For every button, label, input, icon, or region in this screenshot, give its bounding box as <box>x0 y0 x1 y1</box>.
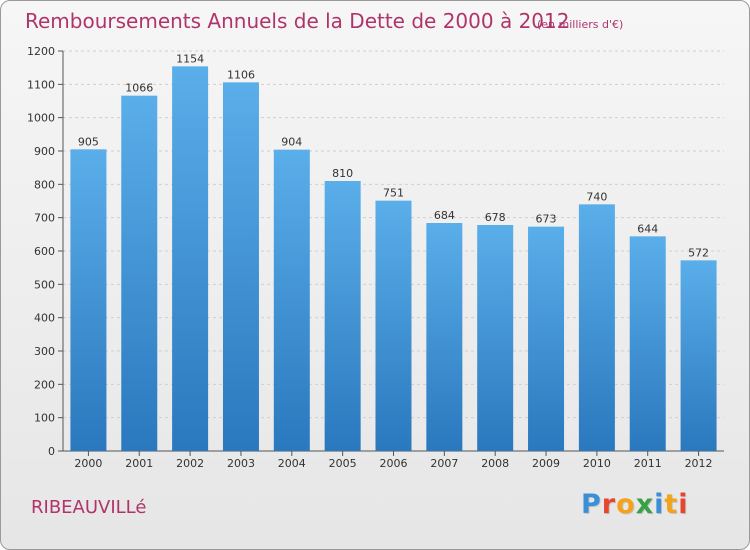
bar-2008 <box>477 225 514 451</box>
data-label-2008: 678 <box>485 211 506 224</box>
data-labels: 905 1066 1154 1106 904 810 751 684 678 673 740 644 5… <box>78 52 709 259</box>
data-label-2010: 740 <box>586 190 607 203</box>
x-tick-label-2004: 2004 <box>278 457 306 470</box>
x-tick-label-2008: 2008 <box>481 457 509 470</box>
x-tick-label-2006: 2006 <box>380 457 408 470</box>
unit-note: (en milliers d'€) <box>537 18 624 31</box>
data-label-2000: 905 <box>78 135 99 148</box>
logo-letter: t <box>664 489 679 520</box>
y-tick-label: 100 <box>34 412 55 425</box>
bar-2003 <box>222 82 259 451</box>
data-label-2003: 1106 <box>227 68 255 81</box>
axes: 0 100 200 300 400 500 600 700 800 900 1000 1100 1200… <box>27 45 724 470</box>
x-tick-label-2002: 2002 <box>176 457 204 470</box>
data-label-2004: 904 <box>281 136 302 149</box>
data-label-2011: 644 <box>637 222 658 235</box>
chart-title: Remboursements Annuels de la Dette de 20… <box>25 9 570 33</box>
bar-2010 <box>578 204 615 451</box>
data-label-2001: 1066 <box>125 82 153 95</box>
bar-2001 <box>121 95 158 452</box>
y-tick-label: 1000 <box>27 112 55 125</box>
bar-2002 <box>172 66 209 451</box>
bar-2006 <box>375 200 412 451</box>
y-tick-label: 300 <box>34 345 55 358</box>
bar-2012 <box>680 260 717 451</box>
logo-letter: x <box>635 489 655 520</box>
proxiti-logo: Proxiti <box>581 489 689 520</box>
x-tick-label-2012: 2012 <box>685 457 713 470</box>
x-tick-label-2005: 2005 <box>329 457 357 470</box>
bar-2000 <box>70 149 107 452</box>
x-tick-label-2000: 2000 <box>74 457 102 470</box>
data-label-2007: 684 <box>434 209 455 222</box>
logo-letter: P <box>581 489 602 520</box>
y-tick-label: 0 <box>48 445 55 458</box>
data-label-2006: 751 <box>383 187 404 200</box>
commune-name: RIBEAUVILLé <box>31 497 147 518</box>
bar-2009 <box>528 226 565 451</box>
y-tick-label: 200 <box>34 378 55 391</box>
y-tick-label: 500 <box>34 278 55 291</box>
y-tick-label: 800 <box>34 178 55 191</box>
logo-letter: o <box>616 489 636 520</box>
logo-letter: i <box>678 489 689 520</box>
x-tick-label-2003: 2003 <box>227 457 255 470</box>
data-label-2002: 1154 <box>176 52 204 65</box>
x-tick-label-2010: 2010 <box>583 457 611 470</box>
x-tick-label-2001: 2001 <box>125 457 153 470</box>
data-label-2005: 810 <box>332 167 353 180</box>
y-tick-label: 700 <box>34 212 55 225</box>
y-tick-label: 600 <box>34 245 55 258</box>
bar-2011 <box>629 236 666 451</box>
bar-2007 <box>426 223 463 451</box>
x-tick-label-2011: 2011 <box>634 457 662 470</box>
data-label-2009: 673 <box>536 213 557 226</box>
bar-2004 <box>273 149 310 451</box>
y-tick-label: 400 <box>34 312 55 325</box>
logo-letter: i <box>654 489 665 520</box>
y-tick-label: 900 <box>34 145 55 158</box>
y-tick-label: 1200 <box>27 45 55 58</box>
data-label-2012: 572 <box>688 246 709 259</box>
logo-letter: r <box>601 489 617 520</box>
bar-2005 <box>324 181 361 451</box>
bars <box>70 66 717 452</box>
x-tick-label-2007: 2007 <box>430 457 458 470</box>
x-tick-label-2009: 2009 <box>532 457 560 470</box>
y-tick-label: 1100 <box>27 78 55 91</box>
